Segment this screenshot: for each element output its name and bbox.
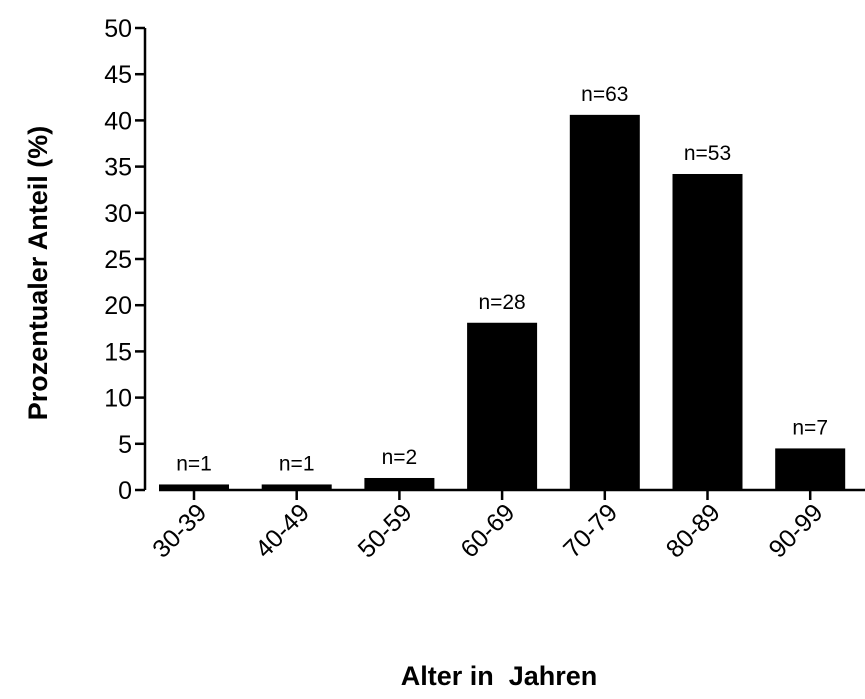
bar-labels: n=1 n=1 n=2 n=28 n=63 n=53 n=7 xyxy=(176,83,828,476)
bar-count-label: n=28 xyxy=(478,291,525,314)
y-tick-label: 35 xyxy=(104,154,132,182)
y-axis: 0 5 10 15 20 25 30 35 40 45 50 xyxy=(104,15,147,505)
y-tick-label: 45 xyxy=(104,61,132,89)
x-tick-label: 30-39 xyxy=(147,498,212,563)
y-tick-label: 5 xyxy=(118,431,132,459)
bar-count-label: n=7 xyxy=(792,416,828,439)
bar xyxy=(364,477,435,490)
bar-count-label: n=1 xyxy=(279,452,315,475)
x-tick-label: 60-69 xyxy=(455,498,520,563)
bars xyxy=(159,114,846,490)
bar xyxy=(569,114,640,490)
x-axis: 30-39 40-49 50-59 60-69 70-79 80-89 90-99 xyxy=(147,488,865,563)
bar xyxy=(672,173,743,490)
y-axis-title: Prozentualer Anteil (%) xyxy=(23,126,53,421)
x-tick-label: 80-89 xyxy=(661,498,726,563)
bar-count-label: n=1 xyxy=(176,452,212,475)
bar xyxy=(159,484,229,490)
x-axis-title: Alter in Jahren xyxy=(401,661,598,691)
y-tick-label: 20 xyxy=(104,292,132,320)
bar-count-label: n=53 xyxy=(684,142,731,165)
y-tick-label: 10 xyxy=(104,385,132,413)
bar xyxy=(775,448,846,490)
x-tick-label: 50-59 xyxy=(353,498,418,563)
y-tick-label: 50 xyxy=(104,15,132,43)
y-tick-label: 0 xyxy=(118,477,132,505)
bar-count-label: n=63 xyxy=(581,83,628,106)
x-tick-label: 40-49 xyxy=(250,498,315,563)
y-tick-label: 30 xyxy=(104,200,132,228)
y-tick-label: 15 xyxy=(104,338,132,366)
bar xyxy=(261,484,332,490)
y-tick-label: 25 xyxy=(104,246,132,274)
x-tick-label: 90-99 xyxy=(763,498,828,563)
x-tick-label: 70-79 xyxy=(558,498,623,563)
bar-count-label: n=2 xyxy=(382,446,418,469)
y-tick-label: 40 xyxy=(104,107,132,135)
bar xyxy=(467,322,538,490)
